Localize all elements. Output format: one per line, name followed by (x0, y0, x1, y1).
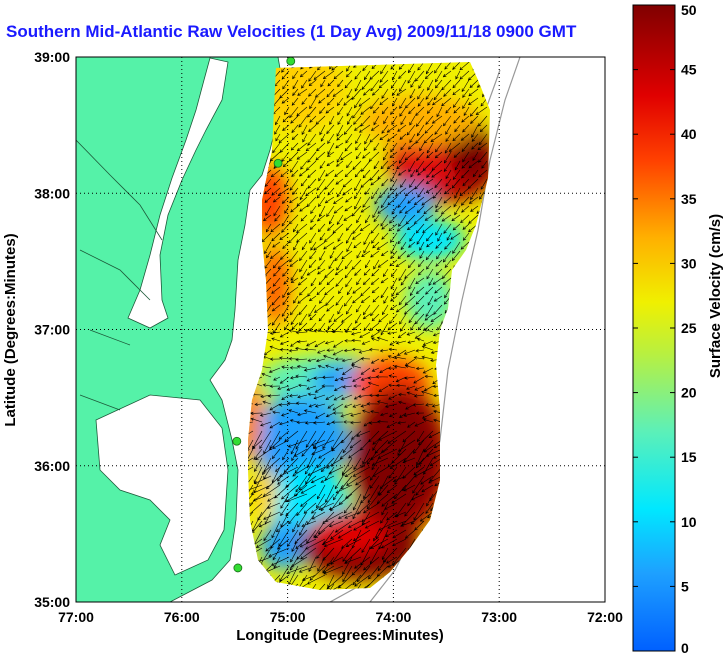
colorbar-tick-label: 15 (681, 449, 697, 465)
x-tick-label: 74:00 (375, 609, 411, 625)
colorbar-tick-label: 0 (681, 640, 689, 656)
station-marker (233, 563, 243, 573)
plot-frame (75, 56, 606, 603)
colorbar-tick-label: 30 (681, 255, 697, 271)
y-axis-ticks: 35:00 36:00 37:00 38:00 39:00 (34, 49, 70, 610)
sound-water (95, 394, 229, 576)
colorbar-tick-label: 25 (681, 320, 697, 336)
y-tick-label: 37:00 (34, 322, 70, 338)
x-tick-label: 76:00 (164, 609, 200, 625)
x-tick-label: 72:00 (587, 609, 623, 625)
colorbar-tick-label: 35 (681, 191, 697, 207)
y-tick-label: 35:00 (34, 594, 70, 610)
colorbar (632, 4, 676, 652)
y-tick-label: 39:00 (34, 49, 70, 65)
colorbar-tick-label: 20 (681, 385, 697, 401)
radar-stations (232, 57, 296, 573)
y-axis-label: Latitude (Degrees:Minutes) (2, 233, 19, 426)
x-axis-ticks: 77:00 76:00 75:00 74:00 73:00 72:00 (58, 609, 623, 625)
x-axis-label: Longitude (Degrees:Minutes) (236, 627, 444, 644)
map-title: Southern Mid-Atlantic Raw Velocities (1 … (6, 22, 577, 41)
y-tick-label: 36:00 (34, 458, 70, 474)
x-tick-label: 75:00 (270, 609, 306, 625)
station-marker (232, 436, 242, 446)
x-tick-label: 77:00 (58, 609, 94, 625)
station-marker (286, 57, 296, 66)
colorbar-tick-label: 5 (681, 578, 689, 594)
river-water (76, 139, 163, 411)
map-grid (76, 57, 605, 602)
colorbar-tick-label: 45 (681, 62, 697, 78)
colorbar-tick-label: 50 (681, 2, 697, 18)
colorbar-tick-label: 10 (681, 514, 697, 530)
x-tick-label: 73:00 (481, 609, 517, 625)
bay-water (127, 57, 229, 329)
y-tick-label: 38:00 (34, 185, 70, 201)
station-marker (273, 158, 283, 168)
colorbar-label: Surface Velocity (cm/s) (707, 214, 724, 378)
colorbar-tick-label: 40 (681, 126, 697, 142)
colorbar-ticks: 0 5 10 15 20 25 30 35 40 45 50 (633, 2, 697, 656)
